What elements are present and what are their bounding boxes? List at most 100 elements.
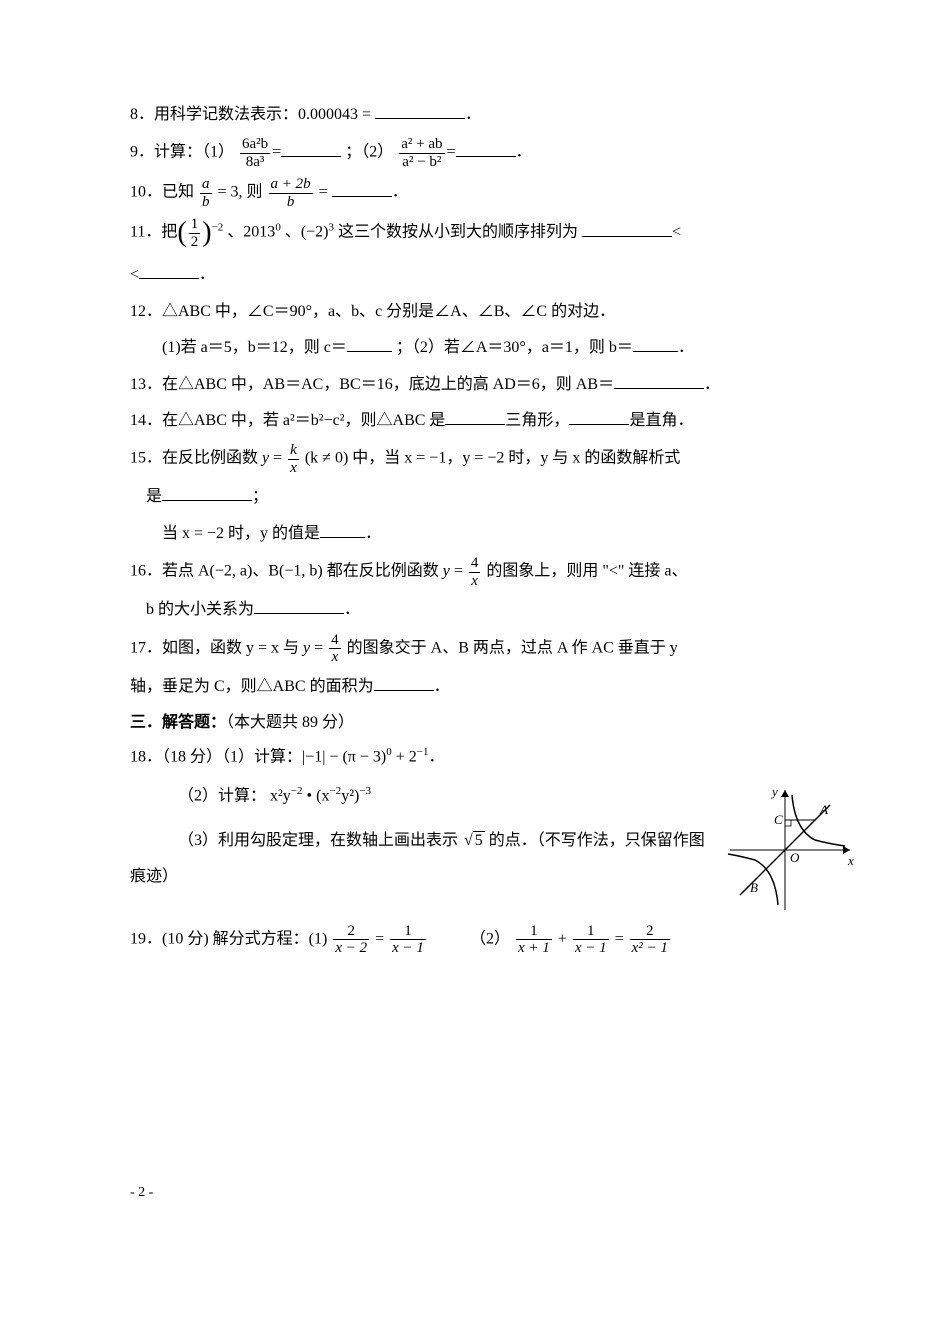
q16-line2b: ． (344, 601, 360, 618)
q14-text-b: 三角形， (505, 412, 569, 429)
section-3-label: 三．解答题： (130, 714, 226, 731)
question-18-line3: （3）利用勾股定理，在数轴上画出表示 5 的点．（不写作法，只保留作图 (130, 826, 810, 856)
q18-num: 18 (130, 749, 146, 766)
q18-line1c: ． (428, 749, 444, 766)
q10-frac1-num: a (200, 176, 212, 194)
section-3-title: 三．解答题：（本大题共 89 分） (130, 708, 810, 738)
q8-num: 8 (130, 106, 138, 123)
q19-f1b: 1 x − 1 (388, 923, 428, 957)
q11-blank1 (582, 220, 672, 237)
q9-mid: ；（2） (345, 144, 393, 161)
q9-eq1: = (272, 144, 281, 161)
q15-frac-num: k (288, 442, 299, 460)
question-15: 15．在反比例函数 y = k x (k ≠ 0) 中，当 x = −1，y =… (130, 442, 810, 476)
q12-blank1 (347, 335, 392, 352)
q19-f2c-num: 2 (630, 923, 670, 941)
q19-f1a-den: x − 2 (333, 940, 369, 957)
q19-eq2: = (615, 930, 624, 947)
q10-frac1-den: b (200, 194, 212, 211)
q11-lt2: < (130, 266, 139, 283)
q17-line1b: 的图象交于 A、B 两点，过点 A 作 AC 垂直于 y (347, 639, 678, 656)
q18-line1a: ．（18 分）（1）计算：|−1| − (π − 3) (146, 749, 386, 766)
q9-frac1: 6a²b 8a³ (238, 136, 272, 170)
q10-frac1: a b (198, 176, 214, 210)
q10-num: 10 (130, 184, 146, 201)
q12-blank2 (633, 335, 678, 352)
label-o: O (790, 850, 800, 865)
question-17: 17．如图，函数 y = x 与 y = 4 x 的图象交于 A、B 两点，过点… (130, 632, 810, 666)
q18-line3a: （3）利用勾股定理，在数轴上画出表示 (178, 832, 462, 849)
q18-sqrt-val: 5 (473, 831, 485, 849)
q15-line1b: (k ≠ 0) 中，当 x = −1，y = −2 时，y 与 x 的函数解析式 (305, 450, 681, 467)
q17-frac: 4 x (327, 632, 343, 666)
q9-frac1-den: 8a³ (240, 154, 270, 171)
q18-exp3: −2 (291, 785, 303, 797)
question-18-line2: （2）计算： x²y−2 • (x−2y²)−3 (130, 781, 810, 812)
q9-eq2: = (447, 144, 456, 161)
q11-text-a: ．把 (145, 224, 177, 241)
q11-paren-l: ( (177, 219, 186, 247)
q11-text-d: 这三个数按从小到大的顺序排列为 (338, 224, 578, 241)
q19-text-a: ．(10 分) 解分式方程：(1) (146, 930, 327, 947)
question-17-line2: 轴，垂足为 C，则△ABC 的面积为． (130, 672, 810, 702)
q19-f1b-den: x − 1 (390, 940, 426, 957)
q9-frac2-den: a² − b² (399, 154, 444, 171)
question-9: 9．计算：（1） 6a²b 8a³ = ；（2） a² + ab a² − b²… (130, 136, 810, 170)
q12-line1: ．△ABC 中，∠C＝90°，a、b、c 分别是∠A、∠B、∠C 的对边． (146, 303, 615, 320)
q17-frac-num: 4 (329, 632, 341, 650)
q16-num: 16 (130, 563, 146, 580)
question-15-line3: 当 x = −2 时，y 的值是． (130, 519, 810, 549)
q11-blank2 (139, 262, 199, 279)
q11-exp3: 3 (329, 222, 335, 234)
question-14: 14．在△ABC 中，若 a²＝b²−c²，则△ABC 是三角形，是直角． (130, 406, 810, 436)
q12-line2a: (1)若 a＝5，b＝12，则 c＝ (162, 339, 347, 356)
q11-text-c: 、(−2) (285, 224, 329, 241)
page-number: - 2 - (130, 1180, 153, 1207)
q18-sqrt: 5 (462, 826, 485, 856)
q15-line3a: 当 x = −2 时，y 的值是 (162, 525, 320, 542)
q11-frac-num: 1 (189, 216, 201, 234)
q9-blank2 (456, 140, 516, 157)
question-16: 16．若点 A(−2, a)、B(−1, b) 都在反比例函数 y = 4 x … (130, 555, 810, 589)
q19-plus: + (558, 930, 567, 947)
q19-f1a: 2 x − 2 (331, 923, 371, 957)
q13-text: ．在△ABC 中，AB＝AC，BC＝16，底边上的高 AD＝6，则 AB＝ (146, 376, 614, 393)
question-11: 11．把( 1 2 )−2 、20130 、(−2)3 这三个数按从小到大的顺序… (130, 216, 810, 250)
q12-num: 12 (130, 303, 146, 320)
q11-text-b: 、2013 (227, 224, 275, 241)
q19-left: 19．(10 分) 解分式方程：(1) 2 x − 2 = 1 x − 1 (130, 923, 470, 957)
q10-frac2-den: b (269, 194, 313, 211)
q18-line1b: + 2 (392, 749, 417, 766)
q19-right: （2） 1 x + 1 + 1 x − 1 = 2 x² − 1 (470, 923, 810, 957)
q15-line1a: ．在反比例函数 (146, 450, 258, 467)
question-13: 13．在△ABC 中，AB＝AC，BC＝16，底边上的高 AD＝6，则 AB＝． (130, 370, 810, 400)
section-3-note: （本大题共 89 分） (226, 714, 354, 731)
q11-lt1: < (672, 224, 681, 241)
q10-frac2-num: a + 2b (269, 176, 313, 194)
q15-frac: k x (286, 442, 301, 476)
q18-exp4: −2 (329, 785, 341, 797)
q18-exp5: −3 (359, 785, 371, 797)
q10-text-b: = 3, 则 (218, 184, 263, 201)
q16-line1a: ．若点 A(−2, a)、B(−1, b) 都在反比例函数 (146, 563, 439, 580)
q15-line2a: 是 (146, 488, 162, 505)
q9-frac2-num: a² + ab (399, 136, 444, 154)
question-16-line2: b 的大小关系为． (130, 595, 810, 625)
q19-f2a: 1 x + 1 (514, 923, 554, 957)
right-angle-mark (785, 820, 791, 826)
q11-exp1: −2 (212, 222, 224, 234)
q18-line4: 痕迹） (130, 868, 178, 885)
q19-f2c: 2 x² − 1 (628, 923, 672, 957)
q19-f2b-num: 1 (573, 923, 609, 941)
q15-blank2 (320, 521, 365, 538)
q19-f2b-den: x − 1 (573, 940, 609, 957)
q13-num: 13 (130, 376, 146, 393)
q16-frac-den: x (469, 573, 481, 590)
question-19: 19．(10 分) 解分式方程：(1) 2 x − 2 = 1 x − 1 （2… (130, 923, 810, 957)
q14-text-a: ．在△ABC 中，若 a²＝b²−c²，则△ABC 是 (146, 412, 445, 429)
question-15-line2: 是； (130, 482, 810, 512)
q17-line2a: 轴，垂足为 C，则△ABC 的面积为 (130, 678, 374, 695)
q16-frac-num: 4 (469, 555, 481, 573)
q11-frac-den: 2 (189, 234, 201, 251)
page: 8．用科学记数法表示：0.000043 = ． 9．计算：（1） 6a²b 8a… (0, 0, 945, 1337)
